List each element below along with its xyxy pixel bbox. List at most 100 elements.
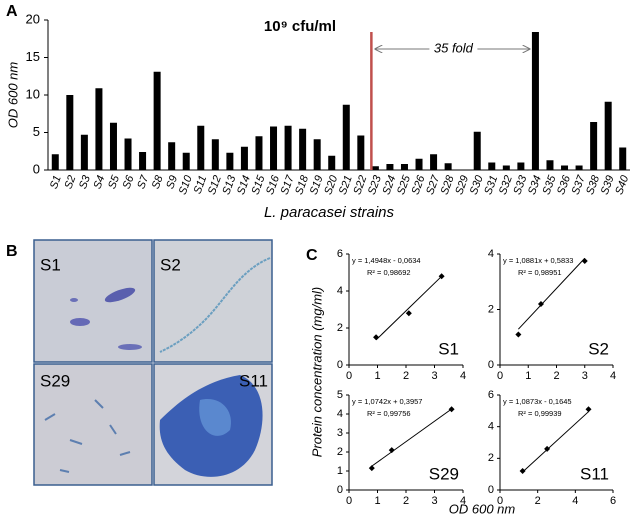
bar bbox=[531, 32, 539, 170]
bar bbox=[66, 95, 74, 170]
y-tick-label: 4 bbox=[488, 421, 494, 433]
point bbox=[368, 465, 375, 472]
y-tick-label: 2 bbox=[337, 446, 343, 458]
r-squared: R² = 0,98951 bbox=[518, 268, 562, 277]
y-tick-label: 4 bbox=[488, 248, 494, 260]
x-tick-label: 2 bbox=[403, 495, 409, 507]
x-tick-label: S2 bbox=[62, 174, 78, 191]
x-tick-label: S4 bbox=[92, 174, 108, 191]
x-tick-label: 3 bbox=[431, 495, 437, 507]
panel-label: B bbox=[6, 243, 18, 260]
x-tick-label: S5 bbox=[106, 173, 122, 191]
bar bbox=[400, 164, 408, 170]
y-tick-label: 6 bbox=[488, 389, 494, 401]
bar bbox=[546, 160, 554, 170]
x-tick-label: S10 bbox=[177, 173, 195, 196]
y-tick-label: 4 bbox=[337, 408, 343, 420]
trendline bbox=[371, 408, 452, 467]
annotation: 35 fold bbox=[434, 40, 474, 55]
x-axis-title: OD 600 nm bbox=[449, 501, 516, 516]
panel-label: C bbox=[306, 247, 318, 264]
bar bbox=[561, 165, 569, 170]
x-tick-label: 1 bbox=[374, 370, 380, 382]
x-tick-label: 0 bbox=[497, 370, 503, 382]
bar bbox=[371, 166, 379, 170]
bar bbox=[488, 162, 496, 170]
y-tick-label: 2 bbox=[337, 322, 343, 334]
y-tick-label: 2 bbox=[488, 452, 494, 464]
y-tick-label: 20 bbox=[26, 11, 40, 26]
bar bbox=[270, 126, 278, 170]
x-tick-label: S7 bbox=[135, 173, 151, 191]
micrograph-grid: S1 S2 S29 S11 bbox=[33, 239, 273, 486]
micrograph bbox=[33, 239, 153, 363]
equation: y = 1,0873x - 0,1645 bbox=[503, 397, 572, 406]
chart-title: 10⁹ cfu/ml bbox=[264, 18, 336, 35]
y-axis-title: OD 600 nm bbox=[5, 62, 20, 129]
bar bbox=[211, 139, 219, 170]
bar bbox=[575, 165, 583, 170]
point bbox=[448, 406, 455, 413]
bar bbox=[299, 128, 307, 170]
annotation-bg bbox=[429, 41, 478, 57]
x-tick-label: 2 bbox=[403, 370, 409, 382]
y-tick-label: 0 bbox=[488, 484, 494, 496]
bar bbox=[342, 104, 350, 170]
y-tick-label: 2 bbox=[488, 303, 494, 315]
point bbox=[405, 310, 412, 317]
x-tick-label: S6 bbox=[121, 173, 137, 191]
bar bbox=[51, 154, 59, 170]
micrograph-label: S29 bbox=[40, 371, 70, 390]
point bbox=[581, 257, 588, 264]
point bbox=[515, 331, 522, 338]
bar bbox=[604, 101, 612, 170]
y-tick-label: 1 bbox=[337, 465, 343, 477]
x-tick-label: 2 bbox=[535, 495, 541, 507]
micrograph bbox=[153, 239, 273, 363]
y-tick-label: 10 bbox=[26, 86, 40, 101]
r-squared: R² = 0,99756 bbox=[367, 409, 411, 418]
bar bbox=[473, 131, 481, 170]
y-tick-label: 0 bbox=[337, 359, 343, 371]
point bbox=[537, 300, 544, 307]
micrograph-label: S2 bbox=[160, 255, 181, 274]
x-tick-label: 0 bbox=[346, 495, 352, 507]
bar bbox=[240, 146, 248, 170]
y-tick-label: 5 bbox=[33, 124, 40, 139]
y-tick-label: 15 bbox=[26, 49, 40, 64]
trendline bbox=[375, 275, 442, 341]
bar bbox=[168, 142, 176, 170]
y-tick-label: 4 bbox=[337, 285, 343, 297]
x-tick-label: S8 bbox=[150, 173, 166, 191]
plot-label: S11 bbox=[580, 464, 609, 483]
y-tick-label: 5 bbox=[337, 389, 343, 401]
y-tick-label: 3 bbox=[337, 427, 343, 439]
point bbox=[373, 334, 380, 341]
point bbox=[388, 447, 395, 454]
bar bbox=[502, 165, 510, 170]
bar bbox=[124, 138, 132, 170]
r-squared: R² = 0,99939 bbox=[518, 409, 562, 418]
plot-label: S1 bbox=[438, 339, 459, 358]
bar bbox=[109, 122, 117, 170]
bar bbox=[430, 154, 438, 170]
x-tick-label: 0 bbox=[497, 495, 503, 507]
bar bbox=[328, 155, 336, 170]
y-tick-label: 0 bbox=[337, 484, 343, 496]
equation: y = 1,4948x - 0,0634 bbox=[352, 256, 421, 265]
bar bbox=[95, 88, 103, 170]
bar bbox=[80, 134, 88, 170]
bar bbox=[255, 136, 263, 170]
x-tick-label: 0 bbox=[346, 370, 352, 382]
x-tick-label: 2 bbox=[553, 370, 559, 382]
bar bbox=[226, 152, 234, 170]
bar bbox=[357, 135, 365, 170]
x-axis-title: L. paracasei strains bbox=[264, 204, 395, 221]
y-axis-title: Protein concentration (mg/ml) bbox=[309, 287, 324, 458]
point bbox=[544, 445, 551, 452]
bar bbox=[139, 152, 147, 170]
plot-label: S2 bbox=[588, 339, 609, 358]
bar bbox=[386, 164, 394, 170]
bar bbox=[182, 152, 190, 170]
